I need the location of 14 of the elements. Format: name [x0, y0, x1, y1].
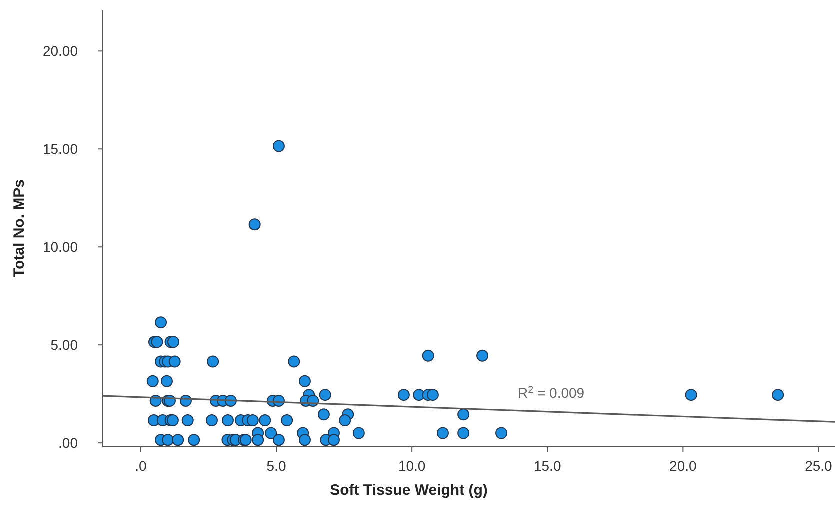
- x-tick-label: 5.0: [266, 458, 286, 474]
- annotation: R$^{2}$ = 0.009: [518, 384, 585, 401]
- x-tick-label: .0: [135, 458, 147, 474]
- x-tick-label: 10.0: [398, 458, 426, 474]
- y-tick-label: .00: [58, 434, 78, 451]
- x-tick-label: 15.0: [534, 458, 562, 474]
- x-axis-title: Soft Tissue Weight (g): [330, 482, 488, 499]
- y-axis-title: Total No. MPs: [11, 179, 28, 278]
- x-tick-label: 25.0: [805, 458, 833, 474]
- y-tick-label: 15.00: [42, 141, 78, 158]
- y-tick-label: 5.00: [50, 337, 78, 353]
- y-tick-label: 10.00: [42, 239, 78, 256]
- x-tick-label: 20.0: [670, 458, 698, 474]
- y-tick-label: 20.00: [42, 43, 78, 60]
